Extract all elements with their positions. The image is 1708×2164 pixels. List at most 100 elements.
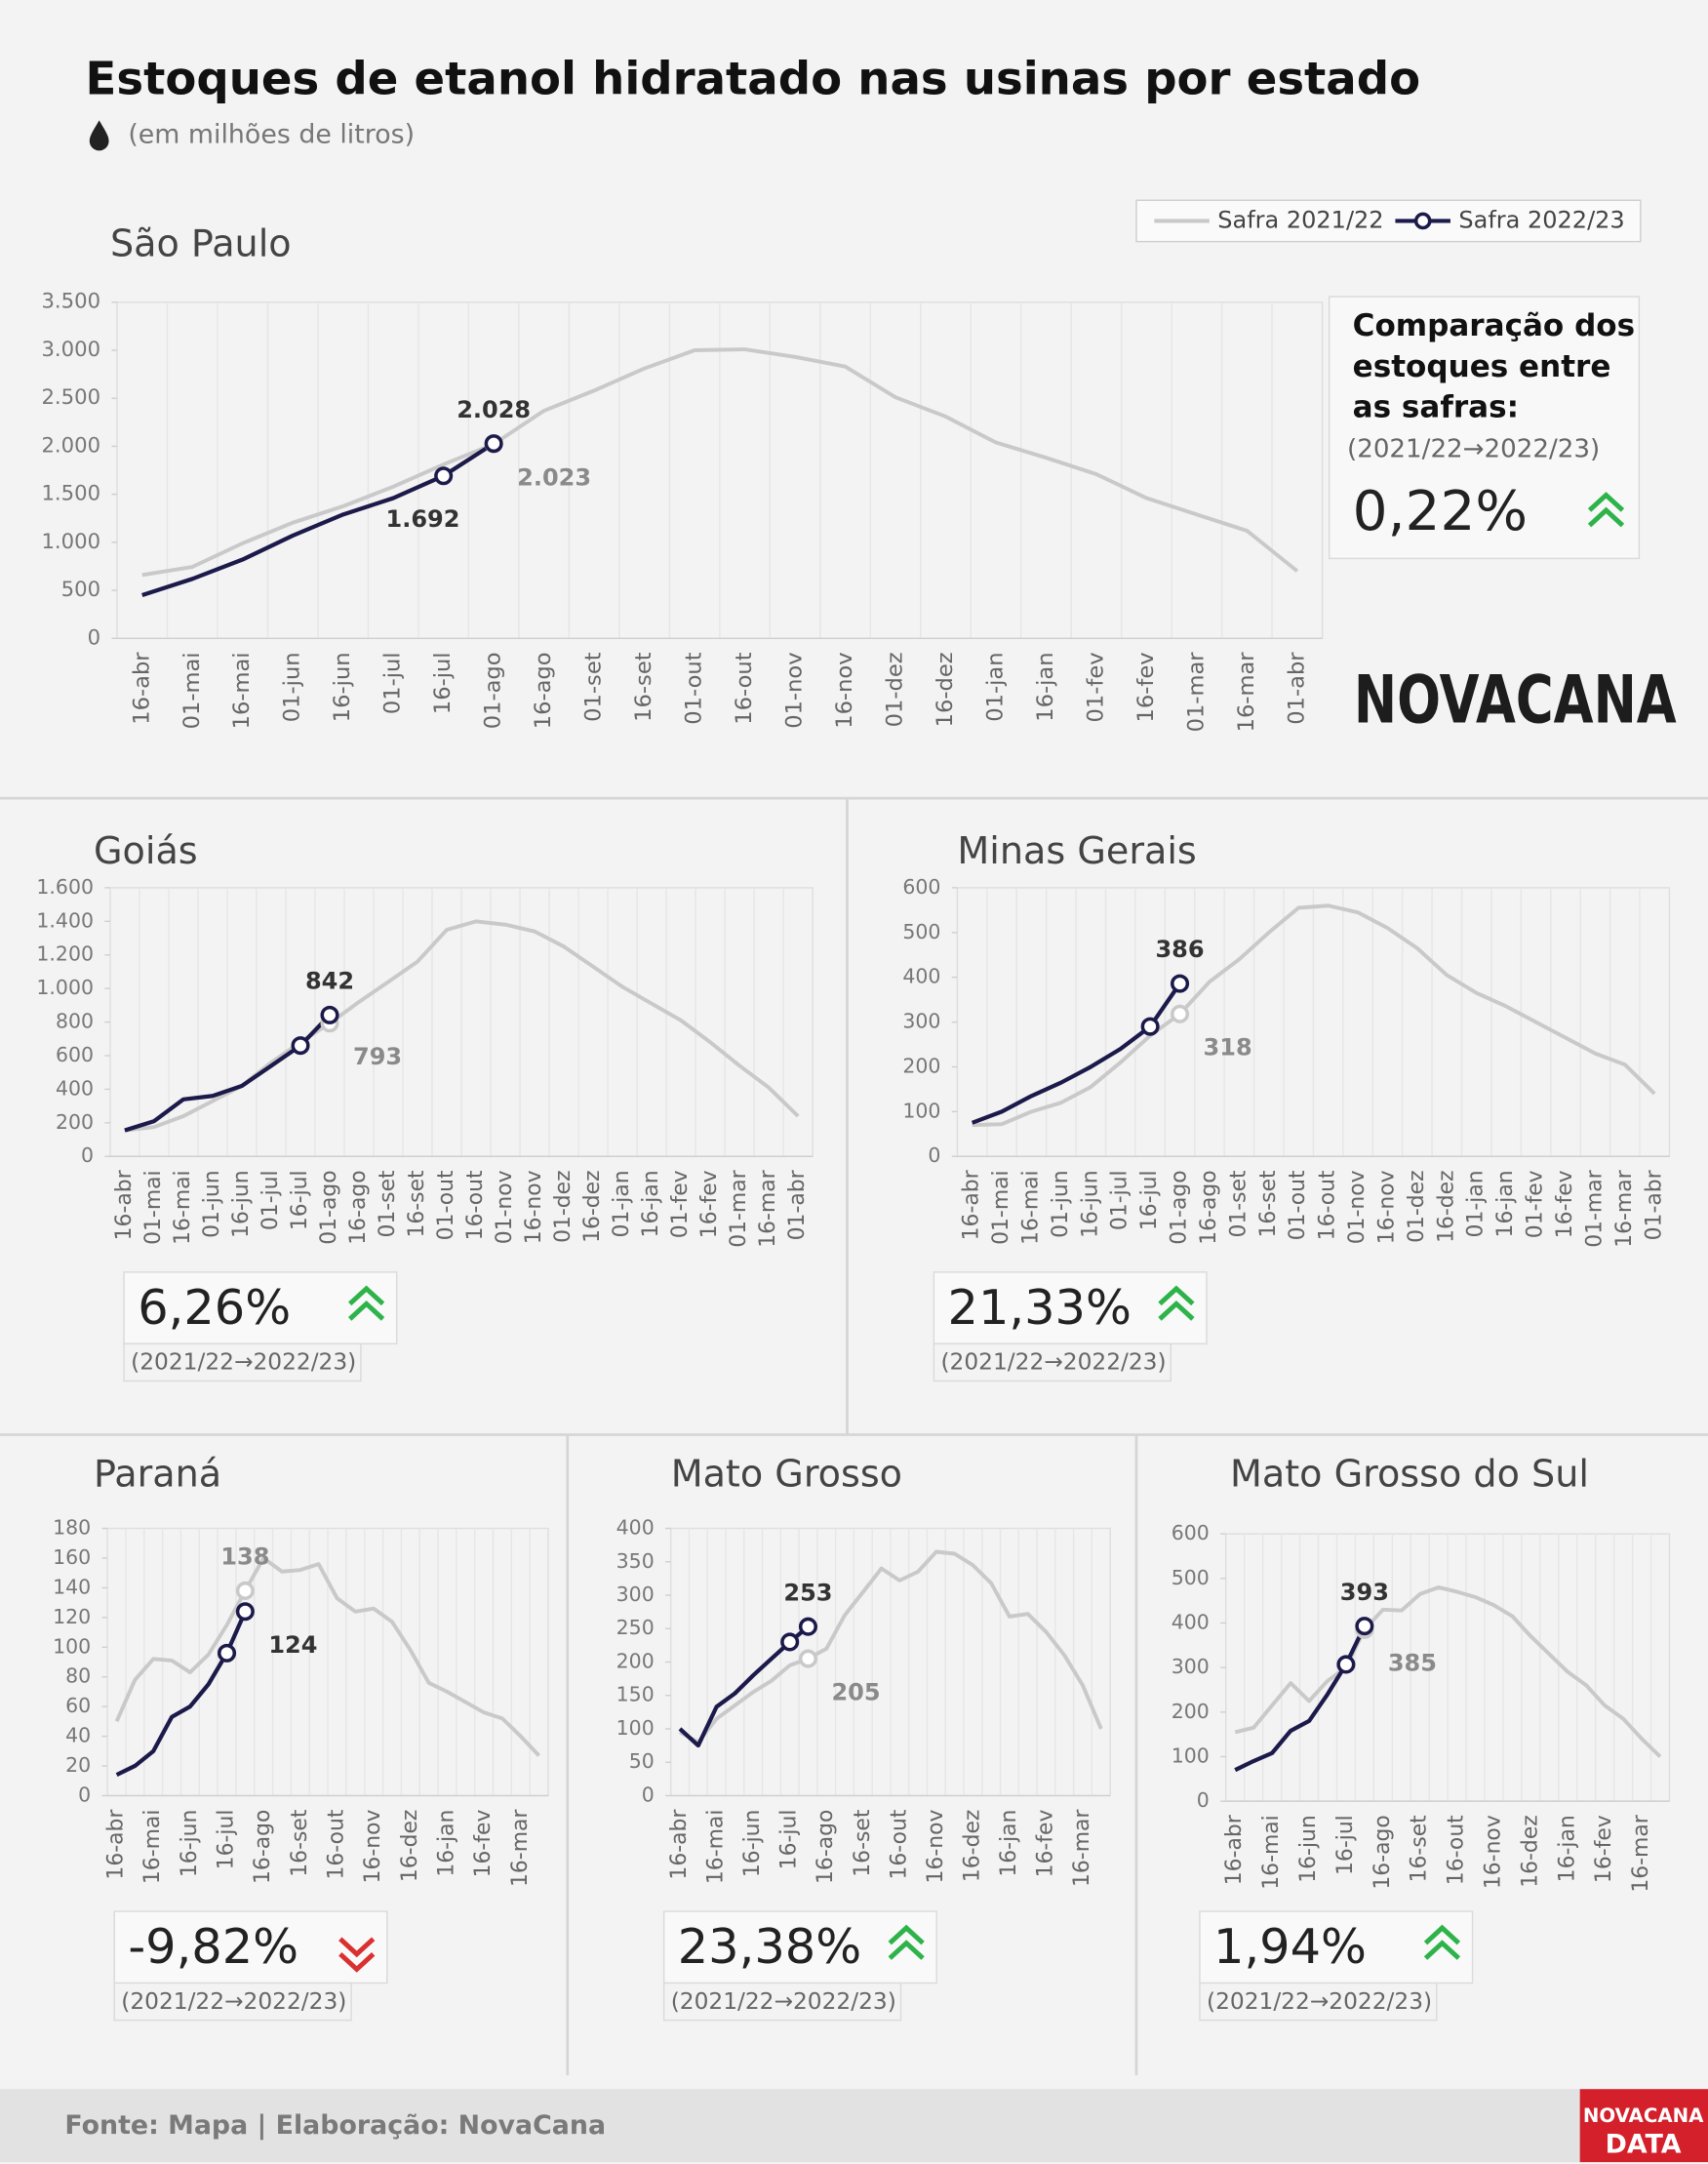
period-box xyxy=(1199,1982,1438,2022)
y-tick-label: 350 xyxy=(616,1549,655,1573)
x-tick-label: 16-mai xyxy=(1259,1815,1284,1890)
change-period: (2021/22→2022/23) xyxy=(671,1988,896,2015)
series-line xyxy=(1234,1584,1662,1758)
point-marker xyxy=(1171,1004,1190,1023)
x-tick-label: 16-mar xyxy=(1629,1815,1653,1892)
period-box xyxy=(123,1342,362,1383)
x-tick-label: 16-nov xyxy=(1481,1815,1505,1889)
y-tick-label: 600 xyxy=(902,875,940,899)
data-label: 205 xyxy=(831,1678,880,1705)
x-tick-label: 16-set xyxy=(1408,1815,1432,1883)
change-box xyxy=(1199,1910,1474,1984)
y-tick-label: 160 xyxy=(53,1545,91,1569)
point-marker xyxy=(291,1036,310,1056)
trend-arrow xyxy=(888,1924,925,1945)
change-period: (2021/22→2022/23) xyxy=(940,1349,1166,1376)
x-tick-label: 01-mar xyxy=(1183,652,1209,733)
y-tick-label: 120 xyxy=(53,1605,91,1628)
x-tick-label: 01-out xyxy=(682,652,707,724)
y-tick-label: 500 xyxy=(61,577,100,601)
x-tick-label: 16-dez xyxy=(1434,1170,1458,1243)
x-tick-label: 16-jul xyxy=(215,1810,239,1870)
x-tick-label: 16-fev xyxy=(1033,1810,1057,1878)
change-value: 1,94% xyxy=(1213,1918,1367,1975)
y-tick-label: 200 xyxy=(1172,1700,1210,1723)
y-tick-label: 600 xyxy=(1172,1521,1210,1544)
trend-arrow xyxy=(1587,492,1625,512)
x-tick-label: 16-jul xyxy=(288,1170,312,1230)
x-tick-label: 16-mar xyxy=(1070,1810,1094,1887)
y-tick-label: 250 xyxy=(616,1616,655,1639)
x-tick-label: 16-abr xyxy=(112,1170,137,1240)
x-tick-label: 01-mar xyxy=(727,1170,751,1247)
x-tick-label: 16-mar xyxy=(1234,652,1259,733)
x-tick-label: 16-nov xyxy=(361,1810,385,1884)
x-tick-label: 16-mar xyxy=(1612,1170,1637,1247)
subtitle: (em milhões de litros) xyxy=(128,119,415,149)
change-box xyxy=(933,1271,1208,1345)
x-tick-label: 01-jul xyxy=(258,1170,283,1230)
x-tick-label: 16-jan xyxy=(434,1810,458,1877)
x-tick-label: 01-jun xyxy=(280,652,305,722)
x-tick-label: 16-mar xyxy=(756,1170,780,1247)
x-tick-label: 16-abr xyxy=(667,1810,692,1880)
x-tick-label: 16-jul xyxy=(430,652,456,714)
change-value: 6,26% xyxy=(138,1279,291,1336)
chart-title: Goiás xyxy=(94,829,198,872)
x-tick-label: 01-mai xyxy=(179,652,205,729)
data-label: 842 xyxy=(305,967,354,994)
x-tick-label: 16-set xyxy=(405,1170,429,1238)
footer xyxy=(0,2089,1708,2163)
x-tick-label: 16-nov xyxy=(832,652,857,728)
y-tick-label: 200 xyxy=(56,1110,94,1134)
y-tick-label: 50 xyxy=(629,1749,655,1773)
x-tick-label: 01-nov xyxy=(1345,1170,1370,1244)
x-tick-label: 16-abr xyxy=(960,1170,984,1240)
x-tick-label: 16-out xyxy=(732,652,757,724)
y-tick-label: 100 xyxy=(1172,1743,1210,1767)
x-tick-label: 01-mar xyxy=(1582,1170,1607,1247)
x-tick-label: 16-set xyxy=(288,1809,312,1877)
x-tick-label: 01-jun xyxy=(200,1170,224,1238)
x-tick-label: 01-ago xyxy=(1168,1170,1192,1244)
x-tick-label: 16-out xyxy=(324,1809,348,1879)
period-box xyxy=(933,1342,1172,1383)
point-marker xyxy=(235,1602,255,1622)
y-tick-label: 20 xyxy=(65,1753,91,1777)
x-tick-label: 01-dez xyxy=(551,1170,576,1243)
drop-icon xyxy=(89,120,109,151)
x-tick-label: 01-set xyxy=(581,652,607,722)
x-tick-label: 01-jan xyxy=(982,652,1008,721)
x-tick-label: 01-nov xyxy=(493,1170,517,1244)
legend-marker xyxy=(1413,212,1432,230)
y-tick-label: 100 xyxy=(616,1716,655,1740)
x-tick-label: 01-jul xyxy=(1108,1170,1132,1230)
y-tick-label: 1.500 xyxy=(41,481,100,505)
y-tick-label: 0 xyxy=(1197,1788,1210,1812)
change-value: 21,33% xyxy=(948,1279,1132,1336)
y-tick-label: 100 xyxy=(902,1099,940,1122)
data-label: 1.692 xyxy=(386,505,460,533)
data-label: 393 xyxy=(1340,1579,1389,1606)
x-tick-label: 16-jan xyxy=(1033,652,1058,721)
x-tick-label: 01-fev xyxy=(1083,652,1108,722)
y-tick-label: 1.600 xyxy=(36,875,94,899)
y-tick-label: 1.200 xyxy=(36,942,94,966)
trend-arrow xyxy=(888,1940,925,1960)
x-tick-label: 16-ago xyxy=(1197,1170,1221,1244)
x-tick-label: 16-abr xyxy=(1222,1815,1247,1885)
y-tick-label: 400 xyxy=(56,1076,94,1100)
trend-arrow xyxy=(338,1937,376,1958)
x-tick-label: 16-fev xyxy=(697,1170,722,1238)
y-tick-label: 200 xyxy=(616,1649,655,1672)
y-tick-label: 3.000 xyxy=(41,337,100,361)
x-tick-label: 16-set xyxy=(1256,1170,1281,1238)
trend-arrow xyxy=(1423,1940,1461,1960)
trend-arrow xyxy=(348,1285,385,1306)
y-tick-label: 180 xyxy=(53,1516,91,1540)
x-tick-label: 16-jan xyxy=(997,1810,1021,1877)
x-tick-label: 16-mai xyxy=(704,1810,729,1885)
y-tick-label: 0 xyxy=(81,1143,94,1167)
x-tick-label: 16-jun xyxy=(1078,1170,1102,1238)
legend-label: Safra 2022/23 xyxy=(1458,206,1624,233)
